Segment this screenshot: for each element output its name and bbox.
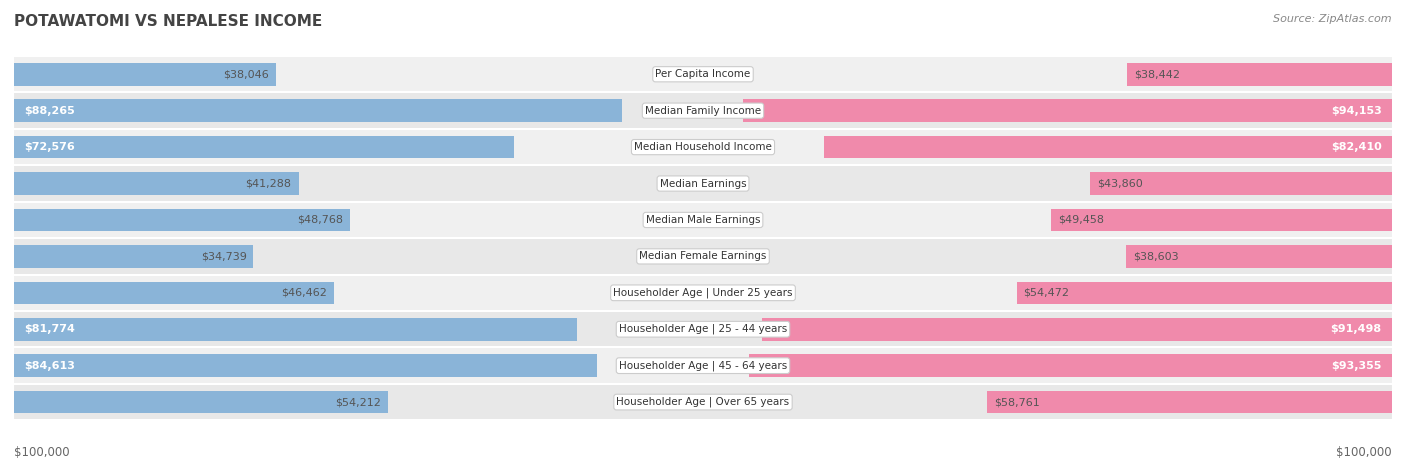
Text: Median Male Earnings: Median Male Earnings — [645, 215, 761, 225]
Bar — [1052, 209, 1392, 231]
Text: $38,046: $38,046 — [224, 69, 270, 79]
Bar — [14, 282, 335, 304]
Text: POTAWATOMI VS NEPALESE INCOME: POTAWATOMI VS NEPALESE INCOME — [14, 14, 322, 29]
Text: Source: ZipAtlas.com: Source: ZipAtlas.com — [1274, 14, 1392, 24]
Bar — [1128, 63, 1392, 85]
Text: $48,768: $48,768 — [297, 215, 343, 225]
Text: $100,000: $100,000 — [14, 446, 70, 459]
Text: Median Household Income: Median Household Income — [634, 142, 772, 152]
FancyBboxPatch shape — [14, 165, 1392, 202]
Bar — [14, 63, 276, 85]
Text: $84,613: $84,613 — [24, 361, 76, 371]
Text: $100,000: $100,000 — [1336, 446, 1392, 459]
Bar — [744, 99, 1392, 122]
Bar — [14, 245, 253, 268]
FancyBboxPatch shape — [14, 238, 1392, 275]
Text: $43,860: $43,860 — [1097, 178, 1143, 189]
Text: $72,576: $72,576 — [24, 142, 75, 152]
FancyBboxPatch shape — [14, 311, 1392, 347]
Bar — [14, 354, 598, 377]
Text: $82,410: $82,410 — [1331, 142, 1382, 152]
Bar — [824, 136, 1392, 158]
Text: Per Capita Income: Per Capita Income — [655, 69, 751, 79]
Text: $94,153: $94,153 — [1331, 106, 1382, 116]
Text: Householder Age | Over 65 years: Householder Age | Over 65 years — [616, 397, 790, 407]
FancyBboxPatch shape — [14, 92, 1392, 129]
Bar — [14, 99, 621, 122]
Text: $49,458: $49,458 — [1059, 215, 1104, 225]
Text: Householder Age | 25 - 44 years: Householder Age | 25 - 44 years — [619, 324, 787, 334]
Text: $38,603: $38,603 — [1133, 251, 1178, 262]
FancyBboxPatch shape — [14, 275, 1392, 311]
FancyBboxPatch shape — [14, 56, 1392, 92]
Bar — [14, 391, 388, 413]
Bar — [14, 209, 350, 231]
Text: Median Female Earnings: Median Female Earnings — [640, 251, 766, 262]
Text: $88,265: $88,265 — [24, 106, 75, 116]
FancyBboxPatch shape — [14, 384, 1392, 420]
Text: Householder Age | 45 - 64 years: Householder Age | 45 - 64 years — [619, 361, 787, 371]
Bar — [14, 318, 578, 340]
Text: $46,462: $46,462 — [281, 288, 328, 298]
Text: $93,355: $93,355 — [1331, 361, 1382, 371]
Bar — [1017, 282, 1392, 304]
Text: Householder Age | Under 25 years: Householder Age | Under 25 years — [613, 288, 793, 298]
Text: Median Family Income: Median Family Income — [645, 106, 761, 116]
Text: $38,442: $38,442 — [1135, 69, 1180, 79]
FancyBboxPatch shape — [14, 129, 1392, 165]
Bar — [749, 354, 1392, 377]
Text: $41,288: $41,288 — [246, 178, 291, 189]
Bar — [987, 391, 1392, 413]
Bar — [1126, 245, 1392, 268]
Text: Median Earnings: Median Earnings — [659, 178, 747, 189]
Bar — [762, 318, 1392, 340]
Bar — [14, 136, 515, 158]
FancyBboxPatch shape — [14, 202, 1392, 238]
Bar — [14, 172, 298, 195]
Text: $91,498: $91,498 — [1330, 324, 1382, 334]
Text: $58,761: $58,761 — [994, 397, 1040, 407]
Bar — [1090, 172, 1392, 195]
Text: $54,212: $54,212 — [335, 397, 381, 407]
Text: $34,739: $34,739 — [201, 251, 246, 262]
Text: $81,774: $81,774 — [24, 324, 76, 334]
Text: $54,472: $54,472 — [1024, 288, 1070, 298]
FancyBboxPatch shape — [14, 347, 1392, 384]
